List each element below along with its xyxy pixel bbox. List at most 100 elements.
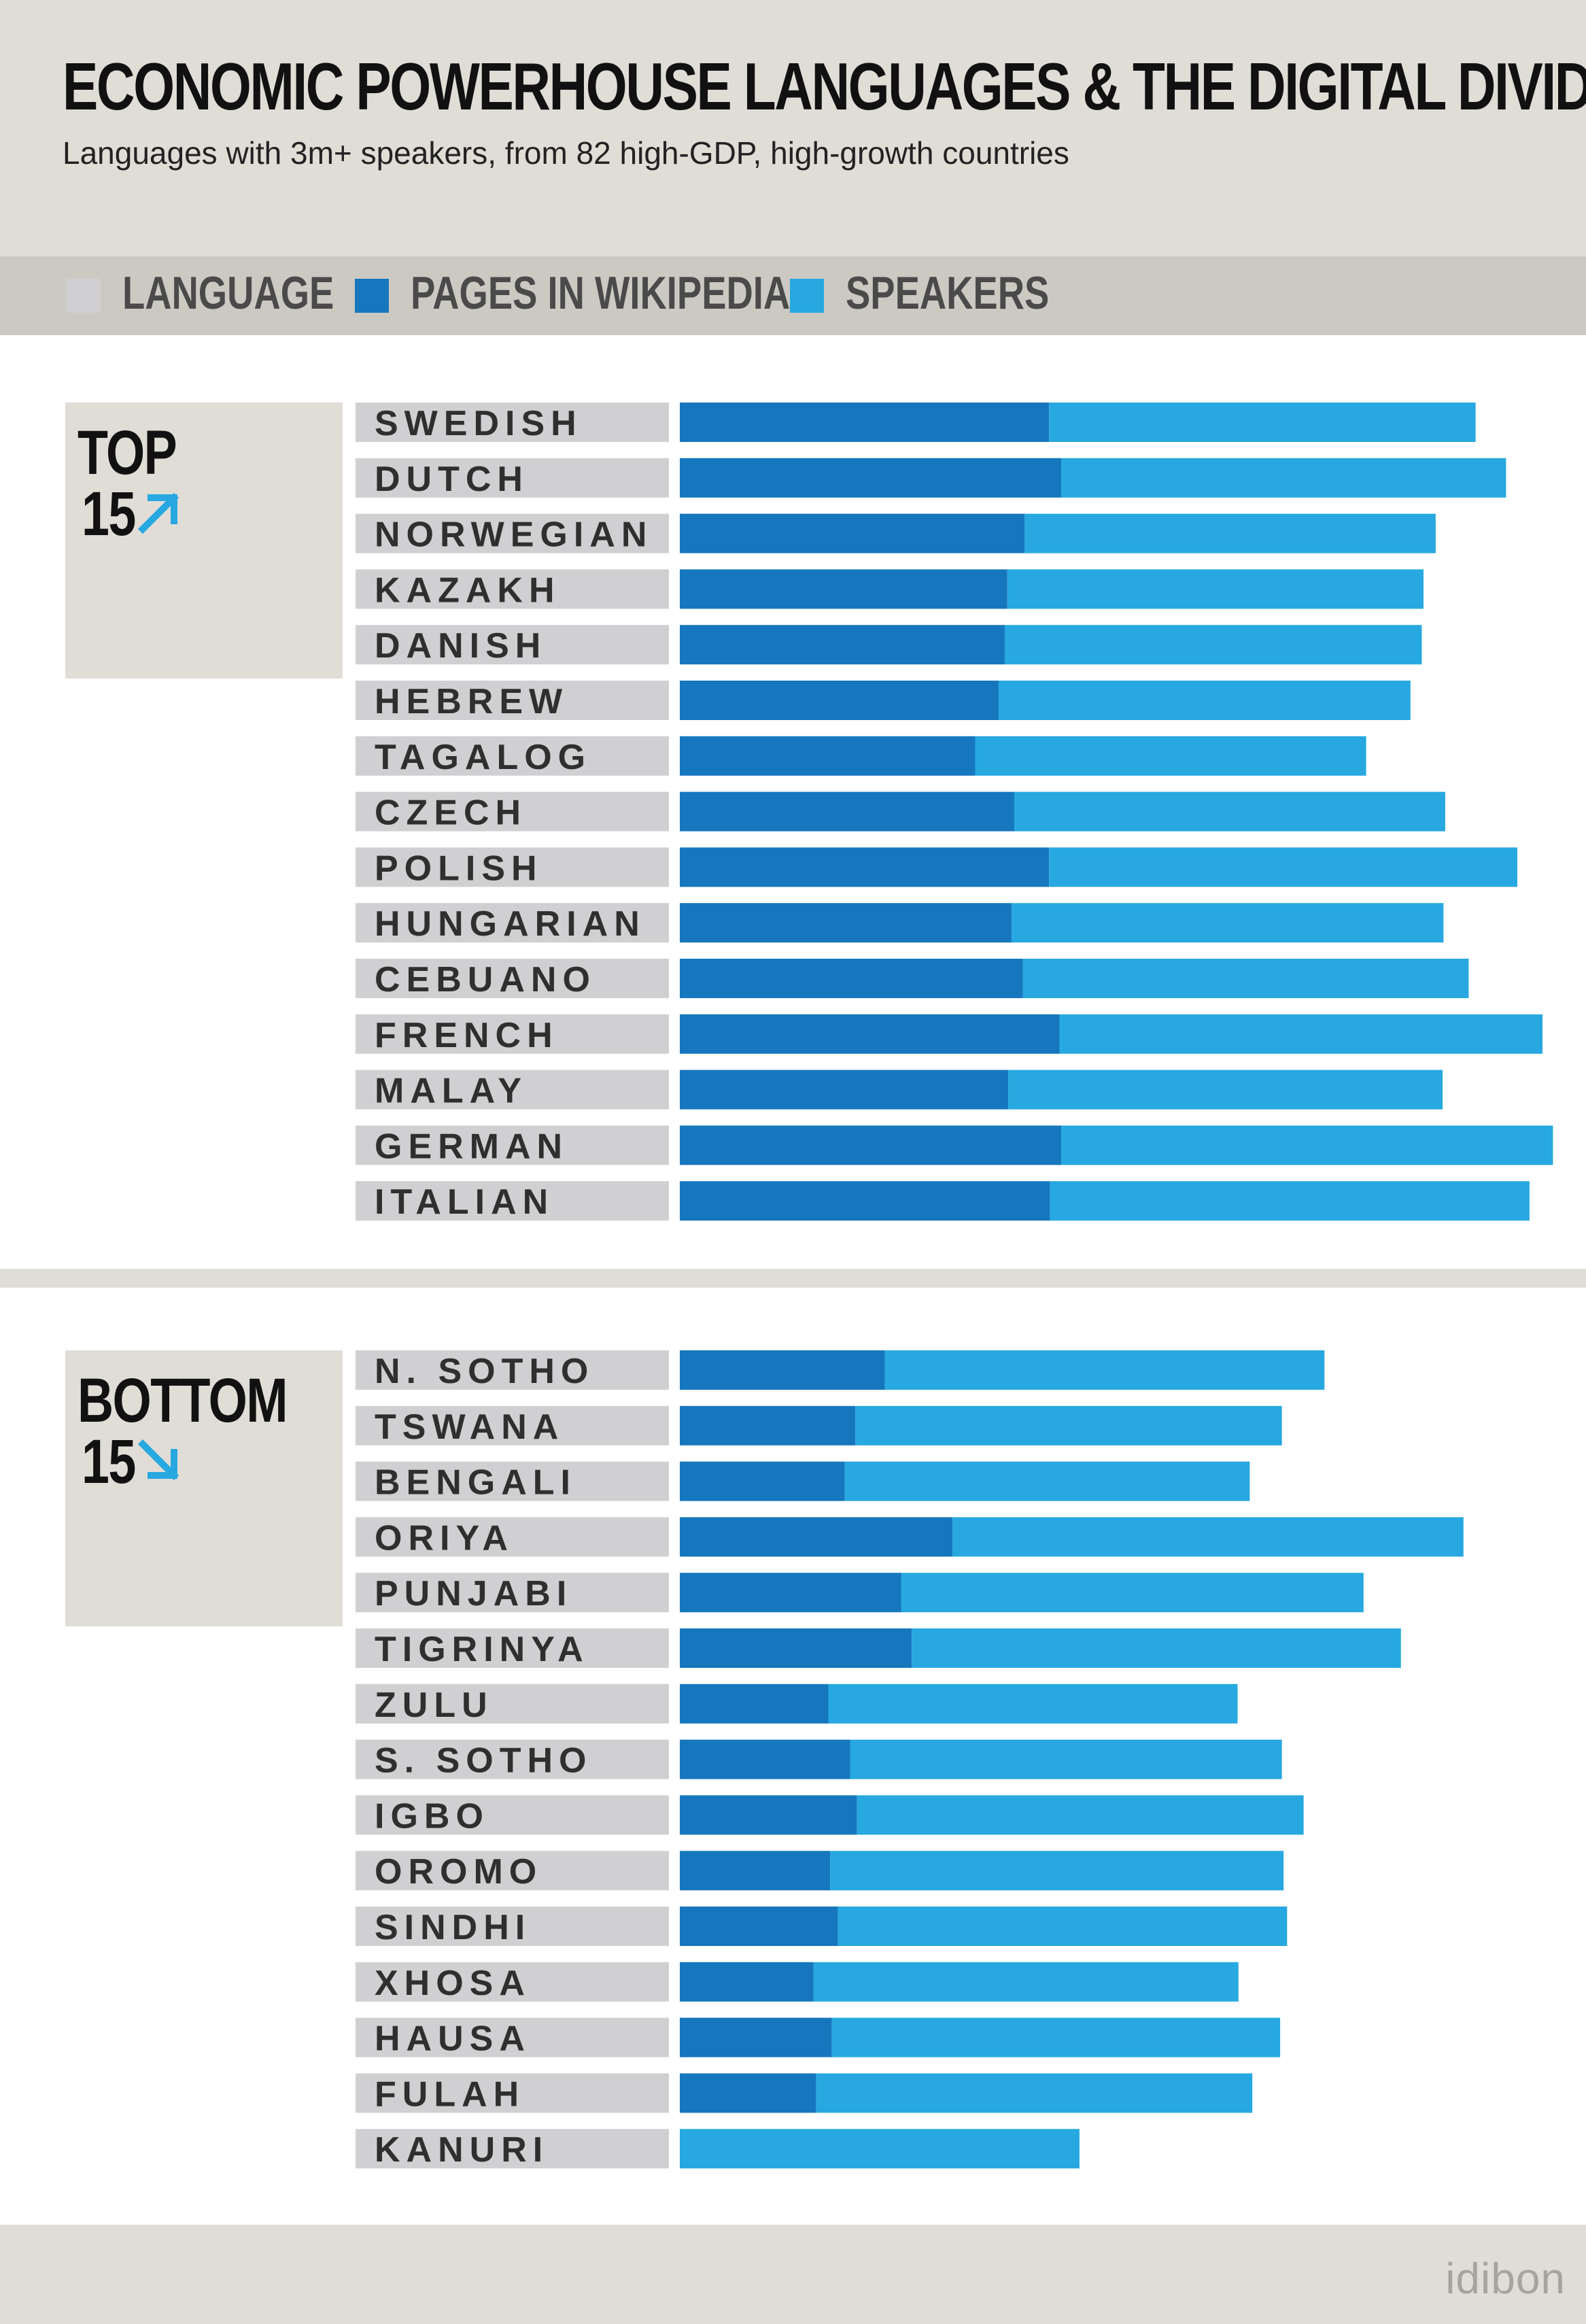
- language-label-bar: [356, 959, 669, 998]
- language-label-bar: [356, 2073, 669, 2113]
- language-label: FULAH: [375, 2074, 525, 2114]
- wikipedia-pages-bar: [680, 1461, 845, 1501]
- top-section-count: 15: [82, 479, 136, 549]
- speakers-bar: [838, 1907, 1288, 1946]
- speakers-bar: [850, 1739, 1282, 1779]
- language-label: ITALIAN: [375, 1182, 554, 1222]
- language-label-bar: [356, 1795, 669, 1835]
- legend: LANGUAGE PAGES IN WIKIPEDIA SPEAKERS: [0, 256, 1586, 335]
- wikipedia-pages-bar: [680, 1014, 1060, 1054]
- language-label-bar: [356, 625, 669, 665]
- speakers-bar: [1024, 513, 1436, 553]
- wikipedia-pages-bar: [680, 736, 976, 776]
- wikipedia-pages-bar: [680, 1795, 857, 1835]
- speakers-bar: [816, 2073, 1253, 2113]
- language-label: IGBO: [375, 1796, 489, 1836]
- wikipedia-pages-bar: [680, 1962, 814, 2002]
- language-label: BENGALI: [375, 1463, 576, 1503]
- legend-label-speakers: SPEAKERS: [846, 267, 1050, 319]
- language-label-bar: [356, 1014, 669, 1054]
- footer: idibon: [0, 2225, 1586, 2324]
- wikipedia-pages-bar: [680, 625, 1005, 665]
- language-label: MALAY: [375, 1072, 528, 1111]
- page-subtitle: Languages with 3m+ speakers, from 82 hig…: [63, 135, 1069, 171]
- wikipedia-pages-bar: [680, 1181, 1050, 1221]
- language-label-bar: [356, 847, 669, 887]
- speakers-bar: [1049, 403, 1476, 442]
- language-label: TSWANA: [375, 1407, 564, 1447]
- wikipedia-pages-bar: [680, 569, 1007, 609]
- speakers-bar: [1012, 903, 1444, 943]
- language-label-bar: [356, 1573, 669, 1613]
- wikipedia-pages-bar: [680, 1517, 953, 1557]
- wikipedia-pages-bar: [680, 1573, 901, 1613]
- speakers-bar: [680, 2129, 1080, 2169]
- wikipedia-pages-bar: [680, 403, 1050, 442]
- speakers-bar: [952, 1517, 1464, 1557]
- language-label-bar: [356, 458, 669, 498]
- language-label: DANISH: [375, 626, 547, 666]
- wikipedia-pages-bar: [680, 847, 1050, 887]
- wikipedia-pages-bar: [680, 458, 1062, 498]
- brand-logo: idibon: [1445, 2254, 1566, 2303]
- wikipedia-pages-bar: [680, 1125, 1062, 1165]
- speakers-bar: [975, 736, 1366, 776]
- speakers-bar: [855, 1405, 1282, 1446]
- top-section-title: TOP: [77, 418, 177, 488]
- language-label-bar: [356, 1851, 669, 1891]
- legend-swatch-language: [67, 279, 101, 313]
- language-label: N. SOTHO: [375, 1352, 594, 1391]
- speakers-bar: [831, 2017, 1281, 2057]
- language-label: CEBUANO: [375, 960, 596, 999]
- speakers-bar: [1050, 1181, 1530, 1221]
- language-label: POLISH: [375, 849, 543, 888]
- language-label: HEBREW: [375, 682, 568, 721]
- section-divider: [0, 1269, 1586, 1288]
- wikipedia-pages-bar: [680, 903, 1012, 943]
- wikipedia-pages-bar: [680, 1070, 1009, 1110]
- speakers-bar: [1014, 791, 1445, 832]
- language-label-bar: [356, 1070, 669, 1110]
- language-label: SINDHI: [375, 1908, 531, 1947]
- language-label: DUTCH: [375, 460, 529, 499]
- language-label-bar: [356, 791, 669, 832]
- wikipedia-pages-bar: [680, 513, 1025, 553]
- wikipedia-pages-bar: [680, 1628, 912, 1668]
- language-label: KANURI: [375, 2130, 549, 2170]
- speakers-bar: [1059, 1014, 1543, 1054]
- language-label: ZULU: [375, 1686, 494, 1725]
- language-label-bar: [356, 1628, 669, 1668]
- language-label-bar: [356, 2129, 669, 2169]
- language-label-bar: [356, 1739, 669, 1779]
- language-label-bar: [356, 569, 669, 609]
- language-label-bar: [356, 681, 669, 720]
- down-right-arrow-icon: [137, 1439, 179, 1481]
- speakers-bar: [813, 1962, 1239, 2002]
- wikipedia-pages-bar: [680, 681, 999, 720]
- language-label-bar: [356, 2017, 669, 2057]
- speakers-bar: [884, 1350, 1325, 1390]
- language-label-bar: [356, 736, 669, 776]
- language-label-bar: [356, 1125, 669, 1165]
- speakers-bar: [1049, 847, 1517, 887]
- speakers-bar: [1022, 959, 1469, 998]
- language-label-bar: [356, 1962, 669, 2002]
- legend-label-language: LANGUAGE: [122, 267, 334, 319]
- speakers-bar: [844, 1461, 1250, 1501]
- speakers-bar: [1061, 458, 1506, 498]
- language-label: HAUSA: [375, 2019, 531, 2059]
- up-right-arrow-icon: [137, 492, 179, 534]
- language-label-bar: [356, 1461, 669, 1501]
- bottom-section-panel: BOTTOM 15: [65, 1350, 343, 1626]
- speakers-bar: [1061, 1125, 1553, 1165]
- wikipedia-pages-bar: [680, 1739, 850, 1779]
- bottom-section-title: BOTTOM: [77, 1366, 288, 1435]
- legend-swatch-pages: [355, 279, 389, 313]
- speakers-bar: [857, 1795, 1304, 1835]
- language-label: FRENCH: [375, 1016, 559, 1055]
- language-label: CZECH: [375, 793, 527, 833]
- language-label-bar: [356, 1350, 669, 1390]
- language-label: XHOSA: [375, 1964, 531, 2003]
- wikipedia-pages-bar: [680, 791, 1015, 832]
